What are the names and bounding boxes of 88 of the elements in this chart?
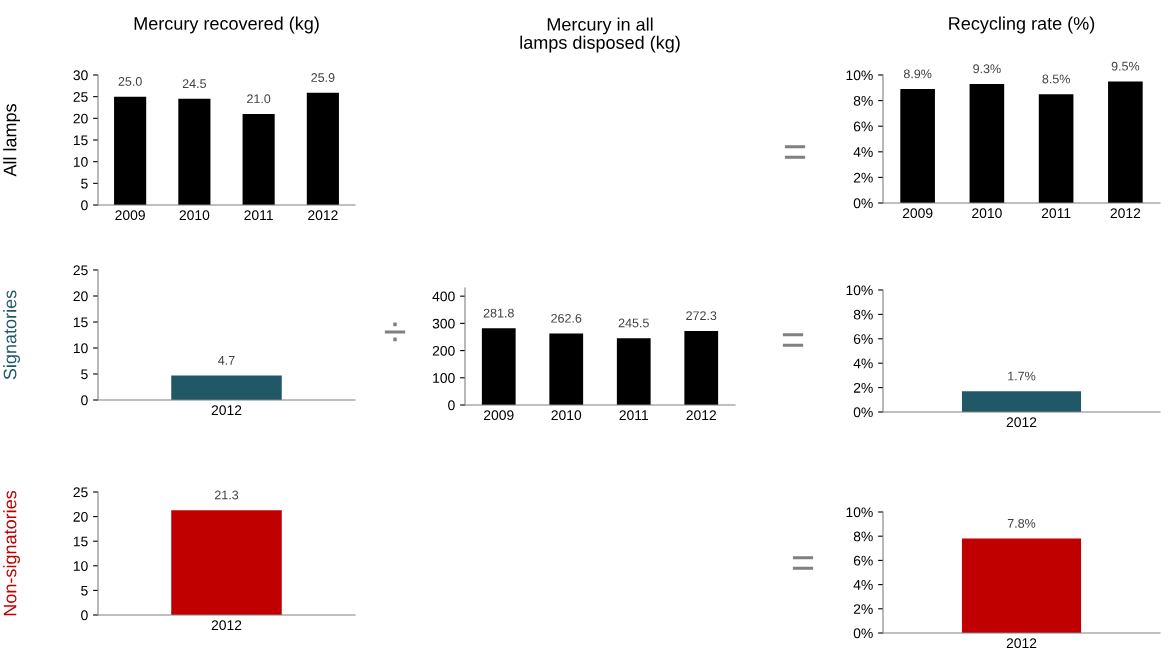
- y-tick-label: 5: [81, 369, 88, 380]
- x-tick-label: 2012: [211, 620, 242, 631]
- y-tick-label: 15: [73, 135, 88, 146]
- y-tick-label: 4%: [853, 579, 873, 590]
- data-label: 24.5: [182, 79, 207, 89]
- y-tick-label: 25: [73, 487, 88, 498]
- y-tick-label: 0%: [853, 628, 873, 639]
- y-tick-label: 20: [73, 511, 88, 522]
- y-tick-label: 2%: [853, 604, 873, 614]
- y-axis-title: All lamps: [3, 104, 20, 177]
- text: ÷: [384, 322, 406, 342]
- y-tick-label: 300: [432, 318, 455, 329]
- y-tick-label: 10: [73, 561, 88, 571]
- y-tick-label: 0: [81, 610, 88, 621]
- data-label: 8.9%: [903, 69, 932, 79]
- y-tick-label: 0%: [853, 198, 873, 209]
- text: =: [792, 556, 814, 570]
- data-label: 272.3: [686, 311, 717, 321]
- data-label: 245.5: [618, 318, 649, 328]
- x-tick-label: 2011: [619, 410, 649, 421]
- x-tick-label: 2009: [484, 410, 514, 421]
- y-tick-label: 2%: [853, 172, 873, 183]
- x-tick-label: 2012: [1006, 417, 1037, 428]
- y-tick-label: 0: [81, 200, 88, 211]
- data-label: 8.5%: [1042, 74, 1070, 84]
- y-tick-label: 0: [81, 395, 88, 406]
- y-tick-label: 6%: [853, 555, 873, 566]
- data-label: 281.8: [483, 308, 514, 318]
- x-tick-label: 2010: [179, 210, 210, 221]
- x-tick-label: 2010: [551, 410, 582, 421]
- x-tick-label: 2009: [115, 210, 145, 221]
- y-tick-label: 20: [73, 291, 88, 302]
- data-label: 262.6: [551, 313, 582, 323]
- y-tick-label: 20: [73, 113, 88, 124]
- y-tick-label: 4%: [853, 358, 873, 369]
- x-tick-label: 2012: [1006, 638, 1037, 649]
- x-tick-label: 2011: [244, 210, 273, 221]
- data-label: 21.0: [247, 94, 271, 104]
- y-tick-label: 15: [73, 317, 88, 328]
- y-tick-label: 25: [73, 92, 88, 102]
- y-tick-label: 10%: [846, 70, 873, 81]
- y-tick-label: 5: [81, 585, 88, 596]
- bar: [684, 330, 719, 405]
- y-tick-label: 0: [448, 400, 455, 411]
- y-tick-label: 5: [81, 178, 88, 189]
- data-label: 9.3%: [973, 64, 1001, 74]
- y-tick-label: 100: [433, 373, 455, 383]
- y-axis-title: Signatories: [3, 290, 20, 380]
- chart-title: Recycling rate (%): [949, 16, 1095, 34]
- data-label: 1.7%: [1008, 371, 1036, 381]
- x-tick-label: 2012: [1110, 208, 1141, 219]
- x-tick-label: 2009: [902, 208, 933, 219]
- y-tick-label: 10: [73, 343, 88, 354]
- data-label: 9.5%: [1111, 61, 1140, 71]
- data-label: 7.8%: [1007, 518, 1036, 528]
- y-tick-label: 400: [432, 291, 455, 302]
- data-label: 21.3: [214, 490, 239, 500]
- y-tick-label: 8%: [853, 309, 873, 320]
- y-tick-label: 0%: [853, 407, 873, 418]
- bar: [481, 328, 516, 405]
- x-tick-label: 2010: [972, 208, 1002, 219]
- y-tick-label: 10%: [846, 507, 873, 518]
- x-tick-label: 2011: [1041, 208, 1071, 219]
- y-tick-label: 8%: [853, 531, 873, 542]
- y-tick-label: 10: [73, 157, 88, 167]
- y-tick-label: 6%: [853, 334, 873, 344]
- y-tick-label: 15: [73, 536, 88, 547]
- y-axis-title: Non-signatories: [3, 490, 20, 616]
- bar: [549, 333, 584, 405]
- y-tick-label: 6%: [853, 121, 873, 132]
- data-label: 4.7: [218, 356, 235, 365]
- y-tick-label: 4%: [853, 147, 873, 157]
- bar: [616, 338, 651, 405]
- y-tick-label: 10%: [846, 285, 873, 296]
- chart-title: Mercury recovered (kg): [134, 16, 319, 34]
- y-tick-label: 200: [432, 345, 455, 356]
- y-tick-label: 25: [73, 265, 88, 276]
- chart-title: Mercury in all lamps disposed (kg): [520, 17, 680, 53]
- y-tick-label: 30: [73, 70, 88, 81]
- text: =: [784, 145, 806, 159]
- x-tick-label: 2012: [686, 410, 716, 421]
- data-label: 25.9: [311, 73, 335, 82]
- y-tick-label: 2%: [853, 382, 873, 393]
- y-tick-label: 8%: [853, 95, 873, 106]
- x-tick-label: 2012: [211, 405, 242, 416]
- data-label: 25.0: [118, 77, 142, 86]
- x-tick-label: 2012: [308, 210, 338, 221]
- text: =: [782, 333, 804, 347]
